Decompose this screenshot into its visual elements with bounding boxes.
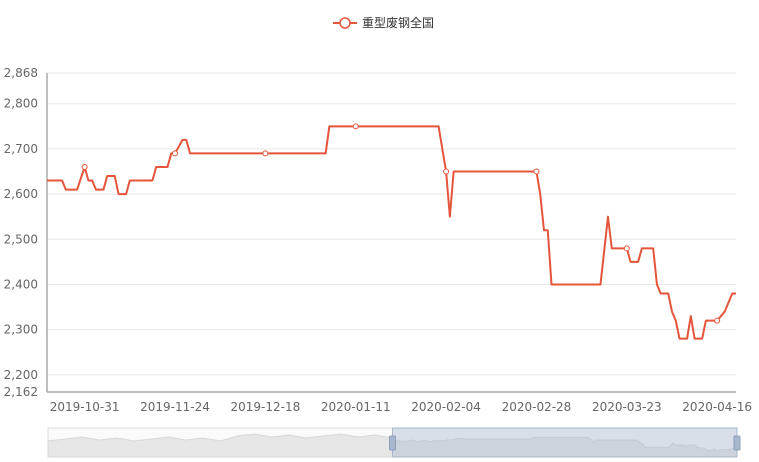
data-point[interactable] bbox=[443, 168, 450, 175]
data-point[interactable] bbox=[533, 168, 540, 175]
y-tick-label: 2,400 bbox=[4, 277, 38, 291]
data-point[interactable] bbox=[714, 317, 721, 324]
series-group bbox=[47, 123, 736, 340]
y-tick-label: 2,162 bbox=[4, 385, 38, 399]
grid-lines bbox=[47, 72, 736, 376]
y-tick-label: 2,200 bbox=[4, 368, 38, 382]
y-tick-label: 2,500 bbox=[4, 232, 38, 246]
data-point[interactable] bbox=[352, 123, 359, 130]
slider-end-handle[interactable] bbox=[733, 435, 741, 451]
x-tick-label: 2020-02-04 bbox=[411, 400, 481, 414]
legend-circle-icon bbox=[339, 17, 351, 29]
slider-start-handle[interactable] bbox=[389, 435, 396, 451]
series-line bbox=[47, 125, 736, 340]
data-point[interactable] bbox=[81, 163, 88, 170]
data-point[interactable] bbox=[262, 150, 269, 157]
y-tick-label: 2,868 bbox=[4, 66, 38, 80]
x-tick-label: 2019-10-31 bbox=[50, 400, 120, 414]
y-tick-label: 2,800 bbox=[4, 97, 38, 111]
legend[interactable]: 重型废钢全国 bbox=[333, 15, 434, 30]
slider-selected-range[interactable] bbox=[392, 427, 738, 458]
x-tick-label: 2020-02-28 bbox=[502, 400, 572, 414]
x-tick-label: 2020-01-11 bbox=[321, 400, 391, 414]
x-axis: 2019-10-31 2019-11-24 2019-12-18 2020-01-11… bbox=[50, 400, 752, 414]
y-axis: 2,868 2,800 2,700 2,600 2,500 2,400 2,300 2,200… bbox=[4, 66, 38, 399]
x-tick-label: 2020-03-23 bbox=[592, 400, 662, 414]
y-tick-label: 2,600 bbox=[4, 187, 38, 201]
x-tick-label: 2019-11-24 bbox=[140, 400, 210, 414]
data-point[interactable] bbox=[172, 150, 179, 157]
y-tick-label: 2,700 bbox=[4, 142, 38, 156]
data-point[interactable] bbox=[623, 245, 630, 252]
y-tick-label: 2,300 bbox=[4, 323, 38, 337]
legend-label: 重型废钢全国 bbox=[362, 15, 434, 30]
x-tick-label: 2020-04-16 bbox=[682, 400, 752, 414]
x-tick-label: 2019-12-18 bbox=[230, 400, 300, 414]
data-zoom-slider[interactable] bbox=[47, 427, 741, 458]
